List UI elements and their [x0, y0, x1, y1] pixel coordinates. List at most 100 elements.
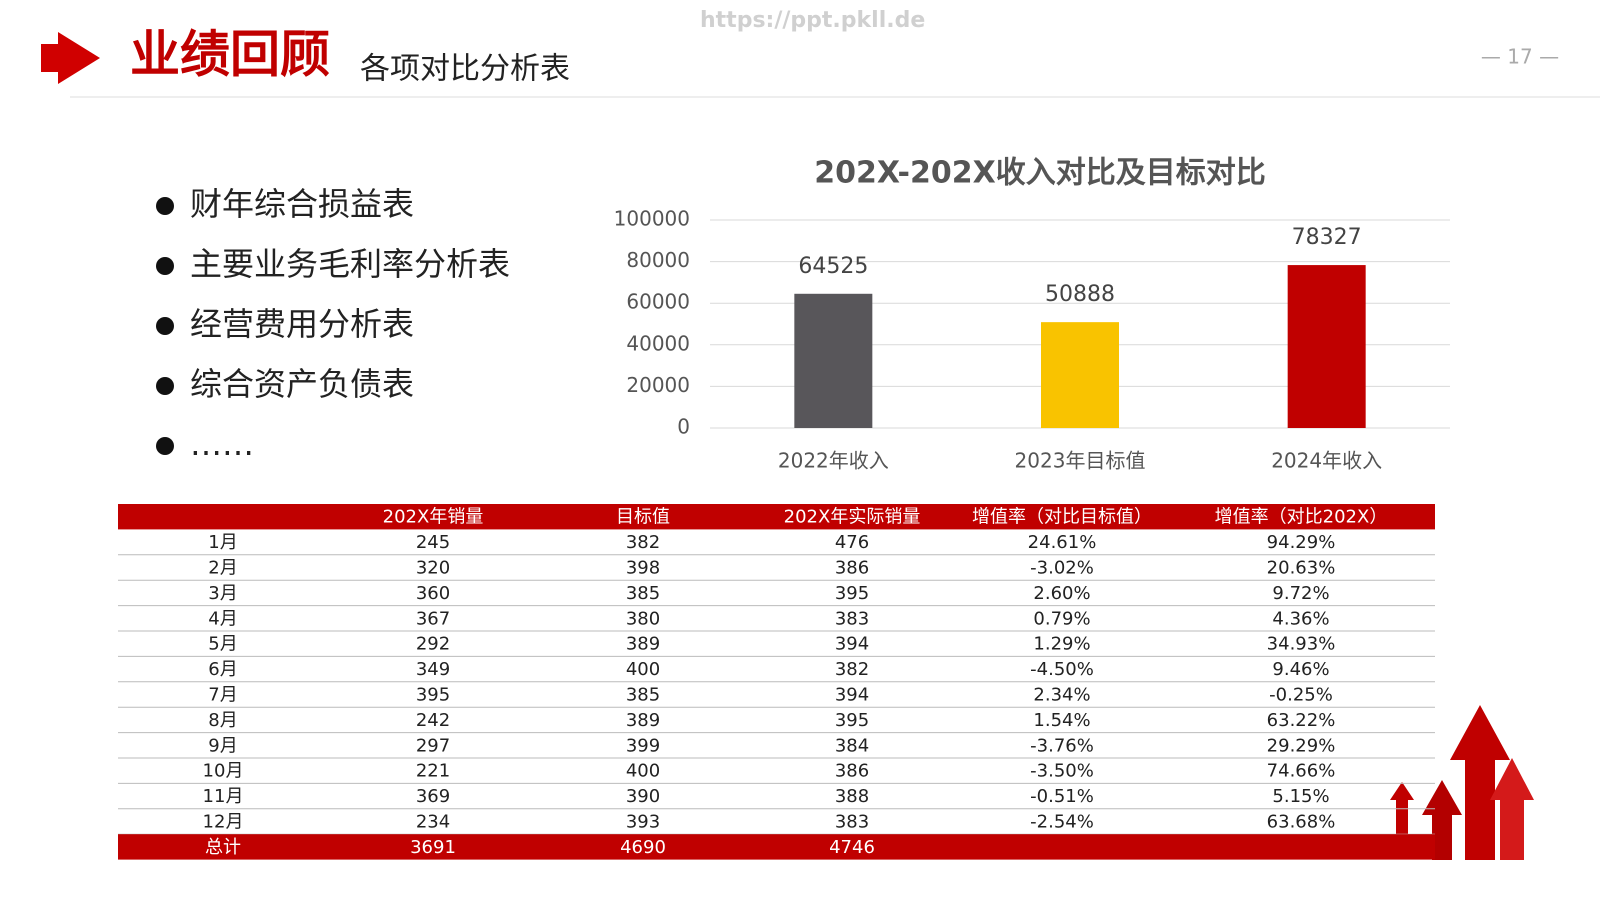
table-cell: 394 [835, 634, 869, 655]
table-cell: 5.15% [1272, 786, 1329, 807]
table-cell: 3月 [208, 583, 237, 604]
bullet-dot [156, 317, 174, 335]
table-cell: 4.36% [1272, 608, 1329, 629]
table-cell: 2月 [208, 558, 237, 579]
table-cell: 221 [416, 761, 450, 782]
x-tick-label: 2023年目标值 [1015, 449, 1146, 473]
table-cell: -0.25% [1269, 685, 1333, 706]
table-cell: 476 [835, 532, 869, 553]
watermark: https://ppt.pkll.de [700, 8, 925, 33]
table-cell: 399 [626, 735, 660, 756]
table-header-cell: 增值率（对比目标值） [972, 507, 1152, 528]
y-tick-label: 80000 [626, 248, 690, 272]
table-cell: 1.54% [1033, 710, 1090, 731]
table-header-cell: 202X年实际销量 [784, 507, 921, 528]
table-cell: 382 [626, 532, 660, 553]
table-cell: 297 [416, 735, 450, 756]
y-tick-label: 20000 [626, 373, 690, 397]
value-label: 64525 [798, 254, 868, 279]
table-cell: 349 [416, 659, 450, 680]
bullet-dot [156, 377, 174, 395]
table-header-cell: 增值率（对比202X） [1215, 507, 1388, 528]
table-cell: 400 [626, 761, 660, 782]
table-header-cell: 目标值 [616, 507, 670, 528]
table-cell: 385 [626, 583, 660, 604]
bullet-dot [156, 197, 174, 215]
table-cell: 292 [416, 634, 450, 655]
table-cell: 2.60% [1033, 583, 1090, 604]
table-header-cell: 202X年销量 [383, 507, 484, 528]
table-cell: 12月 [203, 812, 244, 833]
header-arrow [41, 32, 100, 84]
table-cell: 34.93% [1267, 634, 1336, 655]
table-cell: 6月 [208, 659, 237, 680]
table-cell: 383 [835, 812, 869, 833]
table-cell: 382 [835, 659, 869, 680]
table-cell: 320 [416, 558, 450, 579]
table-cell: 245 [416, 532, 450, 553]
table-cell: 383 [835, 608, 869, 629]
table-cell: -2.54% [1030, 812, 1094, 833]
table-total-cell: 总计 [205, 837, 241, 858]
table-cell: 1.29% [1033, 634, 1090, 655]
table-total-cell: 4690 [620, 837, 666, 858]
table-cell: 386 [835, 558, 869, 579]
table-cell: 395 [416, 685, 450, 706]
table-cell: 0.79% [1033, 608, 1090, 629]
table-cell: 2.34% [1033, 685, 1090, 706]
table-cell: 384 [835, 735, 869, 756]
y-tick-label: 100000 [614, 207, 690, 231]
table-cell: 360 [416, 583, 450, 604]
table-cell: -3.02% [1030, 558, 1094, 579]
y-tick-label: 40000 [626, 331, 690, 355]
table-cell: 389 [626, 710, 660, 731]
table-cell: 394 [835, 685, 869, 706]
chart-title: 202X-202X收入对比及目标对比 [814, 156, 1266, 191]
table-cell: 393 [626, 812, 660, 833]
table-cell: 242 [416, 710, 450, 731]
bar [794, 293, 873, 428]
bullet-text: …… [190, 425, 254, 463]
table-total-bg [118, 834, 1435, 860]
table-header-bg [118, 504, 1435, 530]
bullet-text: 主要业务毛利率分析表 [190, 245, 510, 283]
table-cell: 4月 [208, 608, 237, 629]
table-cell: 400 [626, 659, 660, 680]
table-cell: 9.46% [1272, 659, 1329, 680]
y-tick-label: 0 [677, 415, 690, 439]
table-total-cell: 4746 [829, 837, 875, 858]
table-cell: 94.29% [1267, 532, 1336, 553]
table-cell: 5月 [208, 634, 237, 655]
header-subtitle: 各项对比分析表 [360, 52, 570, 87]
table-cell: 369 [416, 786, 450, 807]
table-cell: 367 [416, 608, 450, 629]
value-label: 50888 [1045, 282, 1115, 307]
table-cell: 380 [626, 608, 660, 629]
table-cell: 386 [835, 761, 869, 782]
table-cell: 390 [626, 786, 660, 807]
table-cell: 1月 [208, 532, 237, 553]
header-title: 业绩回顾 [130, 26, 330, 84]
table-cell: 63.22% [1267, 710, 1336, 731]
value-label: 78327 [1292, 225, 1362, 250]
table-cell: 29.29% [1267, 735, 1336, 756]
table-cell: 11月 [203, 786, 244, 807]
table-cell: 74.66% [1267, 761, 1336, 782]
table-cell: 234 [416, 812, 450, 833]
x-tick-label: 2022年收入 [778, 449, 889, 473]
table-cell: 10月 [203, 761, 244, 782]
bullet-text: 财年综合损益表 [190, 185, 414, 223]
table-cell: 388 [835, 786, 869, 807]
x-tick-label: 2024年收入 [1271, 449, 1382, 473]
bar [1041, 322, 1119, 428]
bullet-dot [156, 257, 174, 275]
bullet-text: 综合资产负债表 [190, 365, 414, 403]
page-number: — 17 — [1481, 45, 1559, 69]
bar [1287, 265, 1366, 428]
table-cell: -4.50% [1030, 659, 1094, 680]
bullet-text: 经营费用分析表 [190, 305, 414, 343]
table-cell: -3.76% [1030, 735, 1094, 756]
table-cell: 8月 [208, 710, 237, 731]
table-total-cell: 3691 [410, 837, 456, 858]
